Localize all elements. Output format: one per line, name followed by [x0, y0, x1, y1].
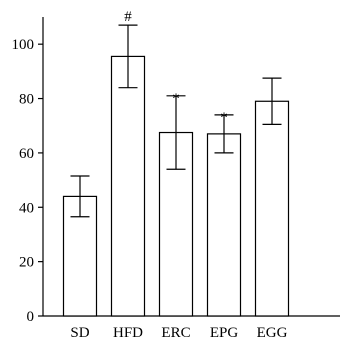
- error-bar-hfd: [118, 24, 138, 89]
- x-tick-label-sd: SD: [70, 325, 89, 341]
- x-tick-label-epg: EPG: [210, 325, 239, 341]
- error-bars: [70, 24, 282, 218]
- error-bar-egg: [262, 77, 282, 125]
- y-tick-label: 60: [19, 146, 34, 162]
- error-bar-epg: [214, 114, 234, 154]
- x-tick-label-egg: EGG: [257, 325, 288, 341]
- y-tick-label: 20: [19, 255, 34, 271]
- bar-hfd: [110, 55, 146, 317]
- x-tick-labels: SD HFD ERC EPG EGG: [70, 325, 287, 341]
- error-bar-sd: [70, 175, 90, 218]
- x-tick-label-erc: ERC: [161, 325, 190, 341]
- annotations: # * *: [124, 9, 228, 126]
- y-tick-label: 80: [19, 92, 34, 108]
- y-tick-label: 40: [19, 200, 34, 216]
- bar-epg: [206, 133, 242, 317]
- error-bar-erc: [166, 95, 186, 170]
- y-tick-label: 100: [12, 37, 35, 53]
- bars: [62, 55, 290, 317]
- significance-marker-epg: *: [220, 110, 228, 126]
- x-tick-label-hfd: HFD: [113, 325, 143, 341]
- y-tick-label: 0: [27, 309, 35, 325]
- y-ticks: 0 20 40 60 80 100: [12, 37, 43, 325]
- significance-marker-erc: *: [172, 91, 180, 107]
- significance-marker-hfd: #: [124, 9, 132, 25]
- bar-egg: [254, 100, 290, 317]
